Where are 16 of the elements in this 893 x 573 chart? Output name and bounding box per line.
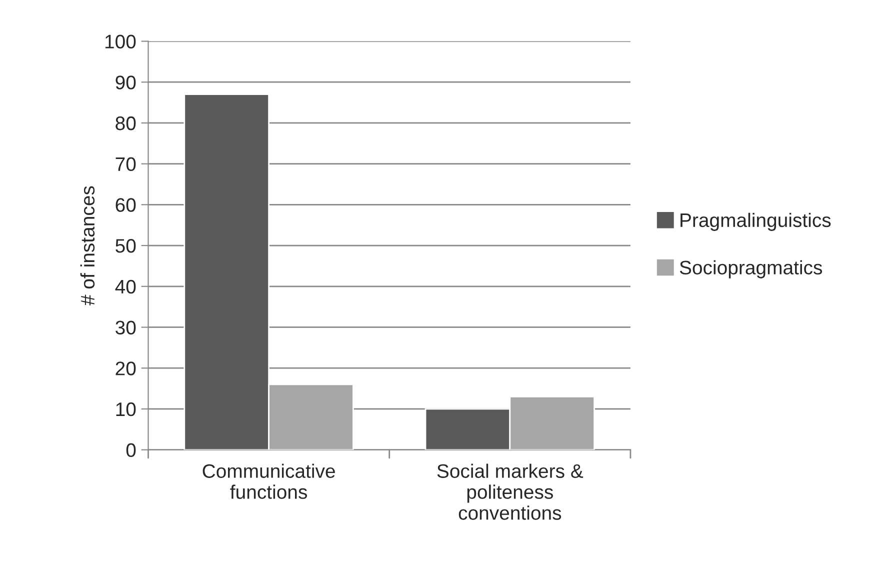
y-tick-label: 30 — [116, 320, 136, 334]
y-tick-label: 50 — [116, 239, 136, 253]
y-tick-label: 100 — [105, 34, 136, 48]
legend-label: Pragmalinguistics — [680, 212, 831, 231]
y-tick-label: 90 — [116, 76, 136, 90]
y-tick-label: 40 — [115, 280, 136, 294]
y-tick-label: 80 — [116, 116, 136, 130]
y-tick-label: 60 — [116, 198, 136, 212]
y-tick-label: 0 — [126, 443, 136, 458]
y-tick-label: 70 — [116, 157, 136, 172]
legend-label: Sociopragmatics — [680, 260, 822, 278]
y-axis-title: # of instances — [80, 186, 95, 306]
y-tick-label: 20 — [116, 362, 136, 376]
x-tick-label: Social markers & politeness conventions — [437, 464, 584, 520]
y-tick-label: 10 — [116, 402, 136, 416]
x-tick-label: Communicative functions — [202, 464, 335, 499]
